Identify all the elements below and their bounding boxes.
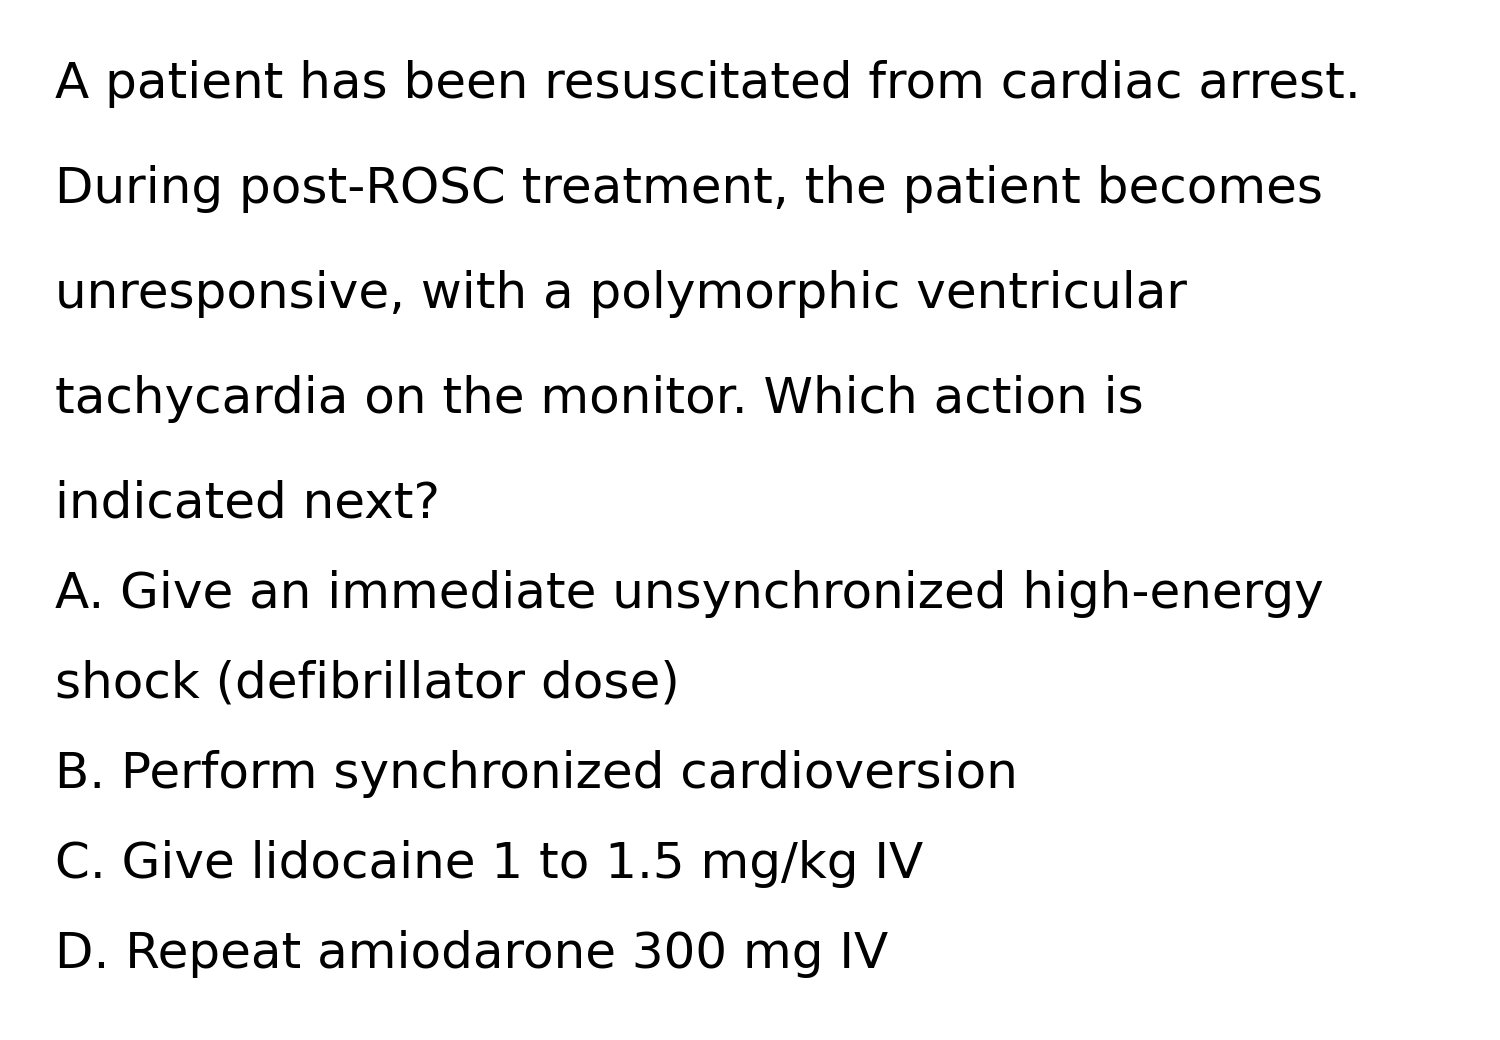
Text: A patient has been resuscitated from cardiac arrest.: A patient has been resuscitated from car…: [56, 60, 1360, 108]
Text: unresponsive, with a polymorphic ventricular: unresponsive, with a polymorphic ventric…: [56, 270, 1186, 318]
Text: shock (defibrillator dose): shock (defibrillator dose): [56, 660, 680, 708]
Text: A. Give an immediate unsynchronized high-energy: A. Give an immediate unsynchronized high…: [56, 570, 1323, 618]
Text: C. Give lidocaine 1 to 1.5 mg/kg IV: C. Give lidocaine 1 to 1.5 mg/kg IV: [56, 840, 922, 888]
Text: indicated next?: indicated next?: [56, 480, 440, 528]
Text: During post-ROSC treatment, the patient becomes: During post-ROSC treatment, the patient …: [56, 165, 1323, 213]
Text: B. Perform synchronized cardioversion: B. Perform synchronized cardioversion: [56, 750, 1018, 798]
Text: D. Repeat amiodarone 300 mg IV: D. Repeat amiodarone 300 mg IV: [56, 930, 888, 978]
Text: tachycardia on the monitor. Which action is: tachycardia on the monitor. Which action…: [56, 375, 1143, 423]
